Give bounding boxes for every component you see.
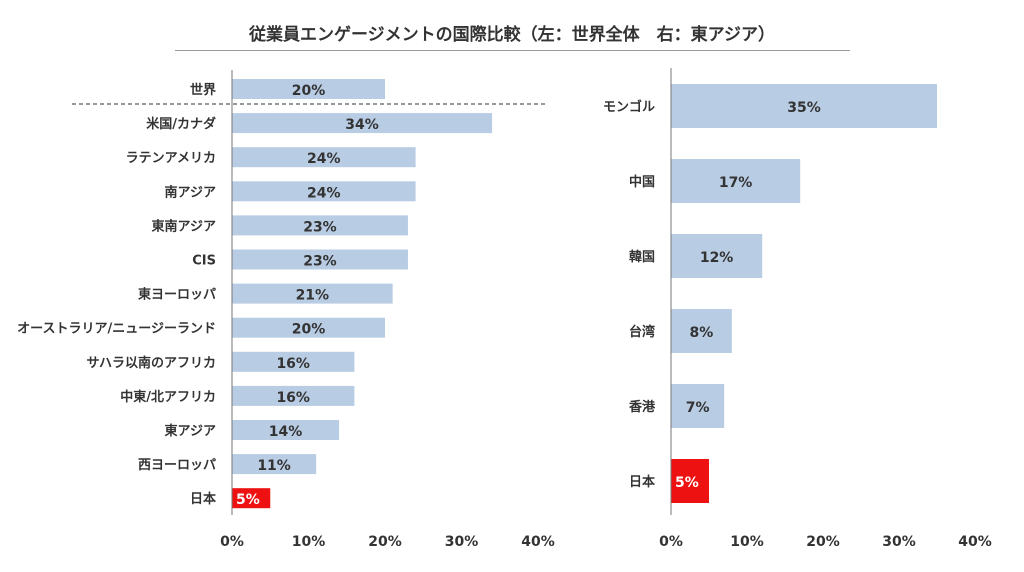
x-tick-label: 20% — [368, 534, 402, 550]
bar-right — [671, 384, 725, 428]
category-label: 韓国 — [629, 249, 655, 265]
bar-left — [232, 420, 340, 440]
data-label: 14% — [269, 424, 303, 440]
category-label: 世界 — [190, 82, 216, 98]
category-label: 日本 — [190, 491, 216, 507]
data-label: 5% — [675, 475, 699, 491]
x-tick-label: 30% — [882, 534, 916, 550]
data-label: 23% — [303, 254, 337, 270]
data-label: 23% — [303, 219, 337, 235]
category-label: 西ヨーロッパ — [138, 458, 216, 473]
bar-left — [232, 454, 317, 475]
category-label: 南アジア — [165, 184, 216, 200]
data-label: 17% — [719, 175, 753, 191]
category-label: モンゴル — [603, 99, 655, 115]
bar-left — [232, 317, 385, 338]
category-label: 東南アジア — [152, 218, 216, 234]
bar-left — [232, 215, 408, 236]
bar-left — [232, 249, 408, 270]
data-label: 20% — [292, 83, 326, 99]
bar-left — [232, 147, 416, 168]
category-label: 中東/北アフリカ — [120, 389, 216, 405]
data-label: 24% — [307, 185, 341, 201]
data-label: 5% — [236, 492, 260, 508]
category-label: 台湾 — [629, 324, 655, 340]
category-label: 東アジア — [165, 423, 216, 439]
bar-left — [232, 488, 271, 509]
category-label: 東ヨーロッパ — [138, 287, 216, 303]
data-label: 21% — [296, 288, 330, 304]
bar-right — [671, 159, 801, 203]
bar-right — [671, 84, 937, 128]
x-tick-label: 40% — [958, 534, 992, 550]
category-label: 日本 — [629, 474, 655, 490]
title-underline — [175, 50, 850, 51]
bar-right — [671, 234, 763, 278]
data-label: 7% — [686, 400, 710, 416]
x-tick-label: 0% — [220, 534, 244, 550]
x-tick-label: 0% — [659, 534, 683, 550]
category-label: 米国/カナダ — [146, 116, 216, 132]
data-label: 12% — [700, 250, 734, 266]
bar-left — [232, 385, 355, 406]
category-label: 中国 — [629, 174, 655, 190]
bar-left — [232, 181, 416, 202]
chart-title: 従業員エンゲージメントの国際比較（左：世界全体 右：東アジア） — [249, 25, 775, 45]
x-tick-label: 10% — [292, 534, 326, 550]
data-label: 20% — [292, 322, 326, 338]
data-label: 34% — [345, 117, 379, 133]
x-tick-label: 10% — [730, 534, 764, 550]
x-tick-label: 40% — [521, 534, 555, 550]
bar-right — [671, 459, 709, 503]
bar-left — [232, 113, 493, 134]
x-tick-label: 20% — [806, 534, 840, 550]
bar-left — [232, 283, 393, 304]
category-label: オーストラリア/ニュージーランド — [17, 322, 216, 337]
category-label: 香港 — [628, 399, 656, 415]
data-label: 11% — [257, 458, 291, 474]
category-label: CIS — [192, 254, 216, 269]
category-label: ラテンアメリカ — [126, 151, 216, 166]
data-label: 16% — [276, 356, 310, 372]
bar-left — [232, 79, 385, 99]
bar-right — [671, 309, 732, 353]
data-label: 24% — [307, 151, 341, 167]
x-tick-label: 30% — [445, 534, 479, 550]
data-label: 35% — [787, 100, 821, 116]
category-label: サハラ以南のアフリカ — [87, 355, 216, 371]
data-label: 8% — [690, 325, 714, 341]
data-label: 16% — [276, 390, 310, 406]
bar-left — [232, 351, 355, 372]
